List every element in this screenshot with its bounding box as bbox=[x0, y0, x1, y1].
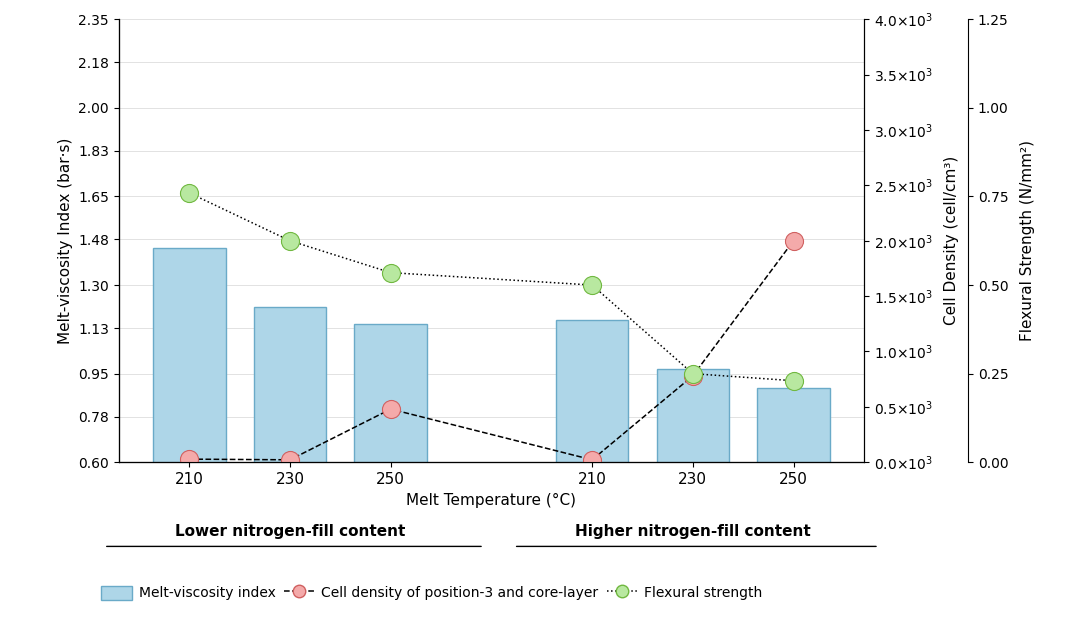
Text: Lower nitrogen-fill content: Lower nitrogen-fill content bbox=[175, 525, 405, 539]
Text: Higher nitrogen-fill content: Higher nitrogen-fill content bbox=[575, 525, 811, 539]
Bar bbox=[153, 248, 226, 614]
Bar bbox=[657, 369, 729, 614]
Y-axis label: Flexural Strength (N/mm²): Flexural Strength (N/mm²) bbox=[1020, 140, 1035, 342]
Bar bbox=[254, 307, 326, 614]
Bar bbox=[556, 320, 629, 614]
X-axis label: Melt Temperature (°C): Melt Temperature (°C) bbox=[406, 492, 577, 508]
Legend: Melt-viscosity index, Cell density of position-3 and core-layer, Flexural streng: Melt-viscosity index, Cell density of po… bbox=[95, 580, 768, 606]
Y-axis label: Cell Density (cell/cm³): Cell Density (cell/cm³) bbox=[944, 156, 959, 325]
Y-axis label: Melt-viscosity Index (bar·s): Melt-viscosity Index (bar·s) bbox=[57, 137, 72, 344]
Bar bbox=[354, 324, 427, 614]
Bar bbox=[757, 388, 829, 614]
